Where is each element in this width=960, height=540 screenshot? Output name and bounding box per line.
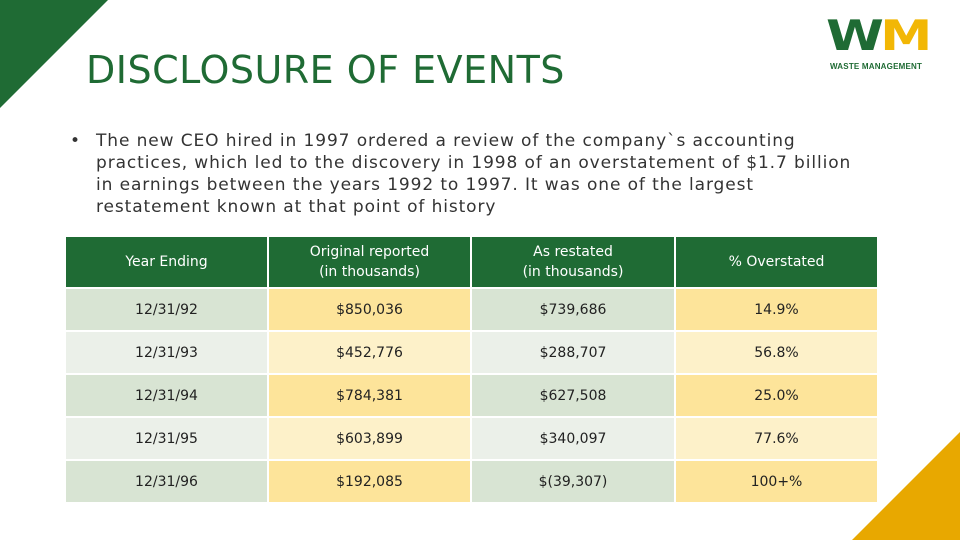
cell-year: 12/31/94: [64, 373, 269, 418]
cell-original: $192,085: [267, 459, 472, 504]
header-original-reported: Original reported (in thousands): [267, 235, 472, 289]
cell-restated: $627,508: [470, 373, 676, 418]
cell-year: 12/31/95: [64, 416, 269, 461]
restatement-table: Year Ending Original reported (in thousan…: [64, 235, 879, 504]
logo-letters: WM: [826, 15, 960, 57]
table-header-row: Year Ending Original reported (in thousan…: [64, 235, 879, 289]
cell-restated: $739,686: [470, 287, 676, 332]
cell-overstated: 77.6%: [674, 416, 879, 461]
header-year-ending: Year Ending: [64, 235, 269, 289]
logo-letter-w: W: [826, 11, 884, 60]
cell-restated: $340,097: [470, 416, 676, 461]
cell-original: $452,776: [267, 330, 472, 375]
cell-original: $784,381: [267, 373, 472, 418]
cell-restated: $(39,307): [470, 459, 676, 504]
cell-overstated: 56.8%: [674, 330, 879, 375]
table-row: 12/31/92 $850,036 $739,686 14.9%: [64, 287, 879, 332]
table-row: 12/31/95 $603,899 $340,097 77.6%: [64, 416, 879, 461]
header-percent-overstated: % Overstated: [674, 235, 879, 289]
cell-overstated: 14.9%: [674, 287, 879, 332]
corner-decoration-top-left: [0, 0, 108, 108]
cell-overstated: 100+%: [674, 459, 879, 504]
cell-year: 12/31/92: [64, 287, 269, 332]
cell-year: 12/31/93: [64, 330, 269, 375]
table-row: 12/31/96 $192,085 $(39,307) 100+%: [64, 459, 879, 504]
cell-original: $850,036: [267, 287, 472, 332]
logo-letter-m: M: [880, 11, 932, 60]
waste-management-logo: WM WASTE MANAGEMENT: [826, 15, 946, 74]
bullet-point: • The new CEO hired in 1997 ordered a re…: [70, 130, 870, 218]
cell-restated: $288,707: [470, 330, 676, 375]
bullet-text: The new CEO hired in 1997 ordered a revi…: [96, 131, 852, 217]
logo-caption: WASTE MANAGEMENT: [830, 62, 923, 71]
table-row: 12/31/94 $784,381 $627,508 25.0%: [64, 373, 879, 418]
cell-original: $603,899: [267, 416, 472, 461]
table-row: 12/31/93 $452,776 $288,707 56.8%: [64, 330, 879, 375]
slide-title: DISCLOSURE OF EVENTS: [86, 48, 565, 92]
cell-year: 12/31/96: [64, 459, 269, 504]
bullet-marker: •: [70, 131, 81, 151]
header-as-restated: As restated (in thousands): [470, 235, 676, 289]
cell-overstated: 25.0%: [674, 373, 879, 418]
